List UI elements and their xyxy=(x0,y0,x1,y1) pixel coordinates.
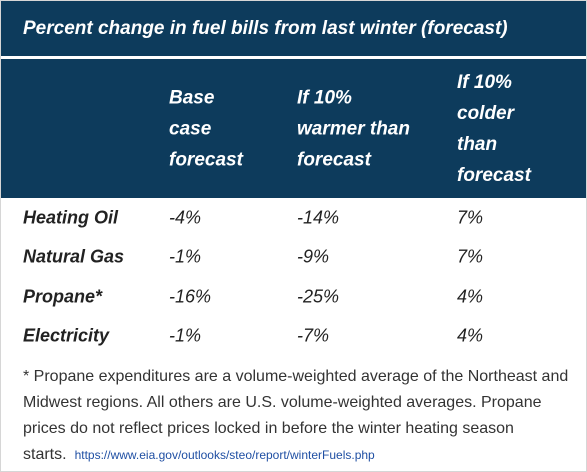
source-url[interactable]: https://www.eia.gov/outlooks/steo/report… xyxy=(74,448,375,462)
cell-value: 4% xyxy=(457,286,484,307)
row-label: Electricity xyxy=(23,325,110,346)
title-bar: Percent change in fuel bills from last w… xyxy=(1,1,586,56)
cell-value: 7% xyxy=(457,207,484,228)
footnote: * Propane expenditures are a volume-weig… xyxy=(23,364,573,468)
column-header: If 10% warmer than forecast xyxy=(297,87,410,170)
cell-value: -7% xyxy=(297,325,330,346)
cell-value: -16% xyxy=(169,286,212,307)
row-label: Natural Gas xyxy=(23,246,125,267)
cell-value: -14% xyxy=(297,207,340,228)
column-header: If 10% colder than forecast xyxy=(457,71,531,186)
title: Percent change in fuel bills from last w… xyxy=(23,18,508,39)
footnote-text: * Propane expenditures are a volume-weig… xyxy=(23,368,569,463)
row-label: Heating Oil xyxy=(23,207,119,228)
column-header: Base case forecast xyxy=(169,87,243,170)
cell-value: 7% xyxy=(457,246,484,267)
cell-value: -25% xyxy=(297,286,340,307)
header-row: Base case forecast If 10% warmer than fo… xyxy=(1,59,586,198)
row-label: Propane* xyxy=(23,286,103,307)
cell-value: -1% xyxy=(169,325,202,346)
cell-value: 4% xyxy=(457,325,484,346)
cell-value: -9% xyxy=(297,246,330,267)
cell-value: -4% xyxy=(169,207,202,228)
cell-value: -1% xyxy=(169,246,202,267)
